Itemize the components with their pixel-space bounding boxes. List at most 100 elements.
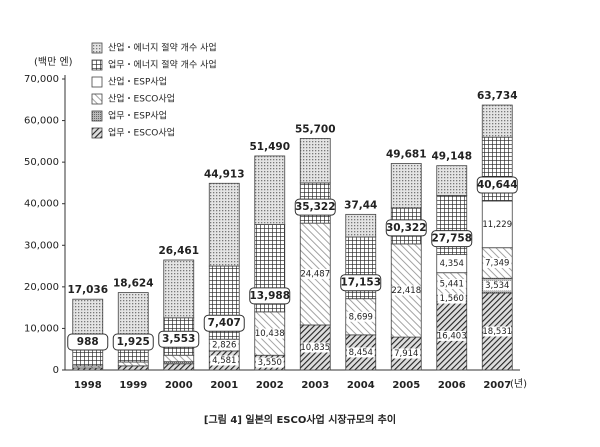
segment-label: 18,531 xyxy=(482,327,512,337)
segment-label-bg xyxy=(210,340,239,351)
segment-label: 8,699 xyxy=(349,312,373,322)
callout-box xyxy=(112,333,154,351)
bar-segment xyxy=(299,138,331,184)
callout: 30,322 xyxy=(386,222,427,234)
callout: 40,644 xyxy=(477,179,518,191)
legend-label: 업무・ESP사업 xyxy=(108,111,167,122)
x-tick-label: 1998 xyxy=(74,380,102,391)
segment-label-bg xyxy=(392,348,421,359)
total-label: 26,461 xyxy=(158,245,199,257)
segment-label: 22,418 xyxy=(391,286,421,296)
total-label: 37,44 xyxy=(344,199,377,211)
callout-box xyxy=(385,219,427,237)
callout: 988 xyxy=(77,336,99,348)
callout: 3,553 xyxy=(162,333,195,345)
total-label: 63,734 xyxy=(477,90,518,102)
y-tick-label: 0 xyxy=(53,365,59,376)
x-tick-label: 2004 xyxy=(347,380,375,391)
segment-label: 11,229 xyxy=(482,220,512,230)
bar-segment xyxy=(390,163,422,209)
segment-label-bg xyxy=(483,326,512,337)
bar-segment xyxy=(163,363,195,371)
segment-label: 10,438 xyxy=(255,329,285,339)
bar-segment xyxy=(117,292,149,336)
y-tick-label: 20,000 xyxy=(24,282,59,293)
y-tick-label: 10,000 xyxy=(24,323,59,334)
legend-swatch xyxy=(91,93,103,105)
total-label: 55,700 xyxy=(295,123,336,135)
bar-segment xyxy=(163,259,195,319)
segment-label: 7,914 xyxy=(394,349,418,359)
legend-swatch xyxy=(91,42,103,54)
total-label: 51,490 xyxy=(249,141,290,153)
callout-box xyxy=(203,314,245,332)
segment-label: 4,354 xyxy=(440,259,464,269)
segment-label-bg xyxy=(210,355,239,366)
bar-segment xyxy=(72,298,104,338)
bar-segment xyxy=(254,155,286,225)
total-label: 18,624 xyxy=(113,278,154,290)
segment-label: 16,403 xyxy=(437,331,467,341)
segment-label-bg xyxy=(483,257,512,268)
callout: 17,153 xyxy=(340,277,381,289)
bar-segment xyxy=(208,182,240,267)
x-tick-label: 2006 xyxy=(438,380,466,391)
caption: [그림 4] 일본의 ESCO사업 시장규모의 추이 xyxy=(204,413,396,426)
x-tick-label: 2003 xyxy=(301,380,329,391)
legend-swatch xyxy=(91,127,103,139)
callout: 7,407 xyxy=(208,317,241,329)
y-tick-label: 50,000 xyxy=(24,157,59,168)
segment-label-bg xyxy=(437,293,466,304)
bar-segment xyxy=(481,104,513,138)
segment-label-bg xyxy=(346,347,375,358)
total-label: 49,681 xyxy=(386,148,427,160)
callout-box xyxy=(294,198,336,216)
callout: 35,322 xyxy=(295,201,336,213)
callout-box xyxy=(249,287,291,305)
legend-label: 업무・에너지 절약 개수 사업 xyxy=(108,59,217,71)
segment-label: 8,454 xyxy=(349,348,373,358)
segment-label-bg xyxy=(301,342,330,353)
x-tick-label: 2001 xyxy=(210,380,238,391)
bar-segment xyxy=(117,361,149,367)
segment-label: 4,581 xyxy=(212,356,236,366)
segment-label: 1,560 xyxy=(440,294,464,304)
x-tick-label: 2005 xyxy=(392,380,420,391)
segment-label: 3,550 xyxy=(258,358,282,368)
segment-label: 10,835 xyxy=(300,343,330,353)
legend-swatch xyxy=(91,110,103,122)
legend-swatch xyxy=(91,59,103,71)
legend-label: 업무・ESCO사업 xyxy=(108,128,175,139)
total-label: 44,913 xyxy=(204,168,245,180)
callout-box xyxy=(476,176,518,194)
legend-label: 산업・에너지 절약 개수 사업 xyxy=(108,42,217,54)
segment-label-bg xyxy=(255,328,284,339)
total-label: 49,148 xyxy=(431,151,472,163)
x-tick-label: 2002 xyxy=(256,380,284,391)
x-tick-label: 2007 xyxy=(483,380,511,391)
segment-label-bg xyxy=(437,279,466,290)
x-tick-label: 1999 xyxy=(119,380,147,391)
segment-label-bg xyxy=(301,269,330,280)
segment-label-bg xyxy=(483,280,512,291)
bar-segment xyxy=(163,354,195,363)
total-label: 17,036 xyxy=(67,284,108,296)
segment-label: 7,349 xyxy=(485,258,509,268)
y-axis-label: (백만 엔) xyxy=(34,56,73,68)
callout-box xyxy=(158,330,200,348)
y-tick-label: 60,000 xyxy=(24,116,59,127)
segment-label-bg xyxy=(346,311,375,322)
legend-label: 산업・ESCO사업 xyxy=(108,94,175,105)
segment-label-bg xyxy=(437,258,466,269)
y-tick-label: 40,000 xyxy=(24,199,59,210)
bar-segment xyxy=(117,365,149,371)
y-tick-label: 70,000 xyxy=(24,74,59,85)
y-tick-label: 30,000 xyxy=(24,240,59,251)
legend-swatch xyxy=(91,76,103,88)
segment-label-bg xyxy=(437,330,466,341)
x-tick-label: 2000 xyxy=(165,380,193,391)
bar-segment xyxy=(345,213,377,238)
callout: 1,925 xyxy=(117,336,150,348)
segment-label: 3,534 xyxy=(485,281,509,291)
